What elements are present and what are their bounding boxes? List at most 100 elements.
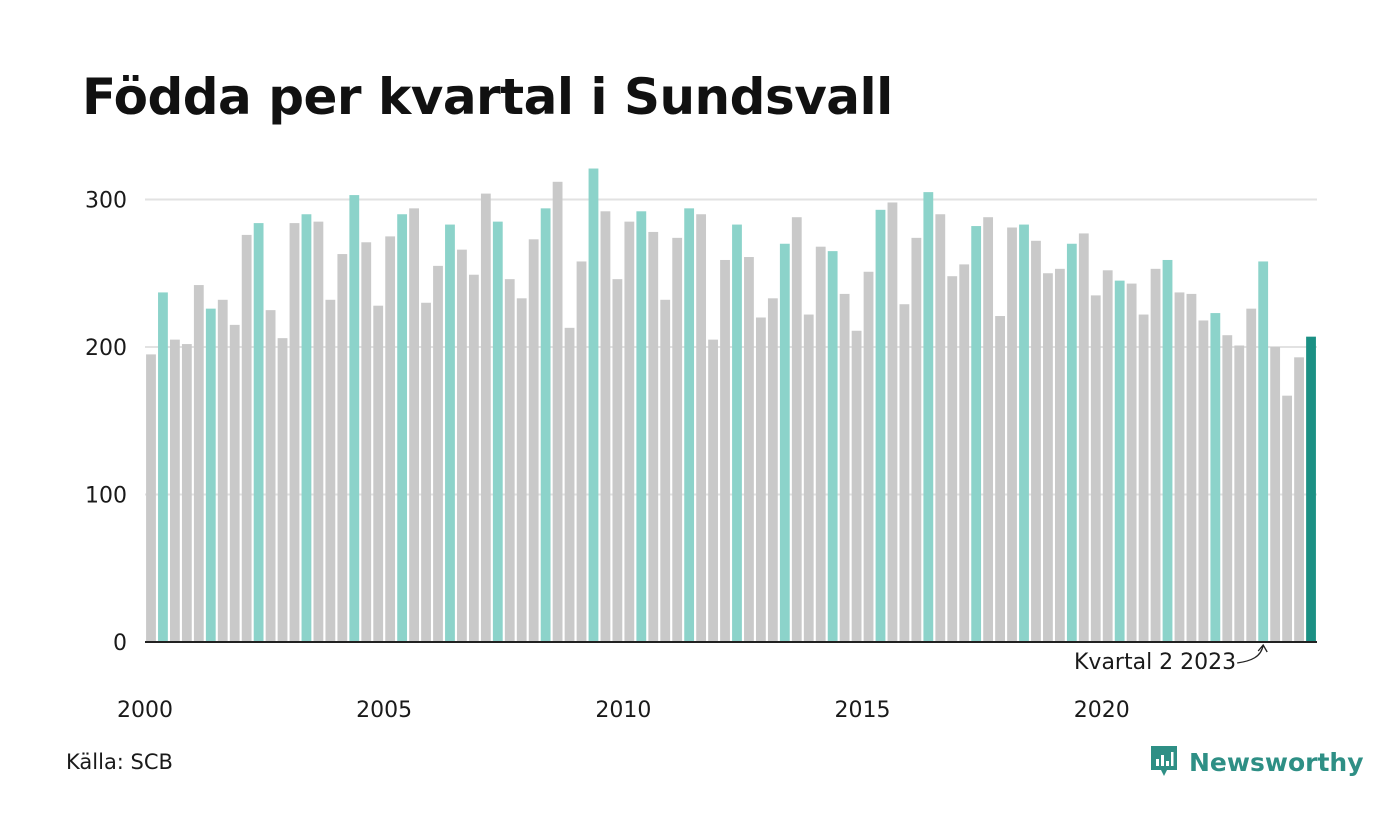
bar-2015-q4 [899,304,910,642]
bar-2016-q2 [923,192,934,643]
bar-2011-q3 [696,214,707,642]
bar-2009-q2 [588,168,599,642]
y-axis: 0 100 200 300 [85,189,127,657]
bar-2022-q3 [1222,335,1233,642]
bar-2002-q2 [253,223,264,642]
bar-2019-q2 [1066,243,1077,642]
bar-2000-q2 [158,292,168,642]
bar-2006-q1 [433,265,443,643]
bar-2005-q3 [409,208,419,642]
bar-2020-q2 [1114,280,1125,643]
bar-2005-q4 [421,302,431,642]
y-tick-label: 300 [85,189,127,214]
bar-2016-q1 [911,237,922,642]
bar-2023-q4 [1282,395,1293,642]
bar-2006-q4 [468,274,479,642]
x-tick-label: 2005 [356,698,412,723]
bar-2000-q1 [146,354,156,643]
bar-2001-q3 [217,299,228,642]
bar-2007-q1 [480,193,491,642]
bar-2022-q4 [1234,345,1245,642]
x-axis: 2000 2005 2010 2015 2020 [117,698,1130,723]
bar-2009-q1 [576,261,587,642]
bar-2018-q1 [1007,227,1017,642]
bar-2003-q1 [289,223,300,642]
bar-2024-q1 [1294,357,1304,642]
bar-2000-q4 [181,344,192,642]
bar-2007-q4 [516,298,527,642]
bar-2020-q3 [1126,283,1137,642]
bar-2018-q2 [1019,224,1029,642]
bar-2000-q3 [169,339,180,643]
bar-2015-q2 [875,209,886,642]
bar-2021-q4 [1186,293,1197,642]
bar-2017-q2 [971,226,982,643]
bar-2007-q3 [504,279,515,642]
bar-2017-q3 [983,217,994,642]
bar-2014-q1 [815,246,826,642]
bar-2016-q3 [935,214,946,642]
bar-2002-q4 [277,338,288,642]
bar-2017-q4 [995,316,1005,642]
bar-2013-q4 [803,314,814,642]
y-tick-label: 100 [85,484,127,509]
bar-2014-q4 [851,330,862,642]
x-tick-label: 2000 [117,698,173,723]
bar-2007-q2 [492,221,503,643]
x-tick-label: 2015 [835,698,891,723]
bar-2010-q3 [648,231,659,642]
bar-2009-q4 [612,279,623,642]
bar-2023-q1 [1246,308,1257,642]
bar-2012-q4 [755,317,766,642]
source-note: Källa: SCB [66,750,173,774]
bar-2011-q1 [672,237,683,642]
bar-2017-q1 [959,264,970,642]
chart-title: Födda per kvartal i Sundsvall [82,68,893,126]
x-tick-label: 2020 [1074,698,1130,723]
bar-2010-q4 [660,299,671,642]
bar-2015-q1 [863,271,874,642]
bar-2014-q2 [827,251,838,643]
bar-2020-q1 [1102,270,1113,642]
x-tick-label: 2010 [595,698,651,723]
bar-2013-q1 [767,298,778,642]
bar-2021-q1 [1150,268,1161,642]
bar-2003-q2 [301,214,312,642]
bar-2008-q2 [540,208,551,642]
bar-2012-q3 [744,257,754,642]
bars [146,168,1316,643]
bar-2013-q3 [791,217,802,642]
bar-2023-q2 [1258,261,1269,642]
bar-2001-q1 [193,285,204,642]
bar-2019-q3 [1078,233,1089,643]
logo-text: Newsworthy [1189,747,1364,777]
bar-2018-q3 [1031,240,1041,643]
bar-2016-q4 [947,276,958,642]
bar-2008-q3 [552,181,563,643]
y-tick-label: 200 [85,336,127,361]
bar-2018-q4 [1043,273,1053,642]
bar-2001-q4 [229,324,240,643]
bar-2005-q1 [385,236,396,643]
bar-2012-q1 [720,259,730,642]
newsworthy-bar-chart-icon [1151,746,1177,776]
bar-2002-q1 [241,234,252,642]
bar-2004-q4 [373,305,384,642]
bar-2010-q2 [636,211,647,643]
bar-2012-q2 [732,224,742,642]
bar-2024-q2 [1306,336,1316,642]
bar-2003-q4 [325,299,336,642]
bar-2006-q2 [445,224,455,642]
bar-2021-q2 [1162,259,1173,642]
bar-2015-q3 [887,202,898,642]
annotation-arrow [1237,643,1268,664]
bar-2021-q3 [1174,292,1185,642]
bar-2011-q2 [684,208,695,642]
bar-2022-q1 [1198,320,1209,642]
bar-2008-q4 [564,327,575,642]
bar-2004-q1 [337,254,348,642]
bar-2004-q2 [349,195,360,642]
bar-2014-q3 [839,293,850,642]
y-tick-label: 0 [113,631,127,656]
